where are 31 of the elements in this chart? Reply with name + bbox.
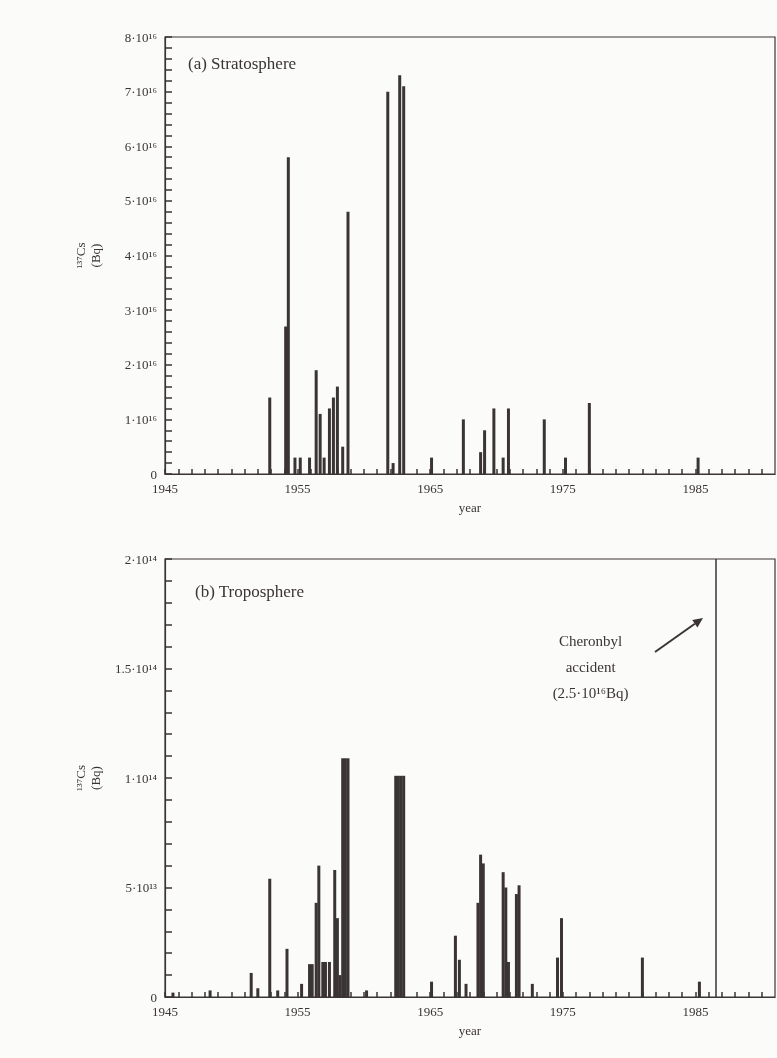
y-tick-label: 7·10¹⁶ — [124, 84, 157, 100]
y-tick-label: 2·10¹⁶ — [124, 357, 157, 373]
y-tick-label: 2·10¹⁴ — [124, 551, 158, 567]
y-tick-label: 4·10¹⁶ — [124, 248, 157, 263]
x-tick-label: 1955 — [284, 1004, 311, 1019]
x-axis-title: year — [458, 500, 482, 515]
y-axis-title: ¹³⁷Cs (Bq) — [73, 242, 103, 269]
x-tick-label: 1975 — [549, 1004, 576, 1019]
y-tick-label: 6·10¹⁶ — [124, 138, 157, 154]
y-tick-label: 0 — [150, 989, 157, 1005]
x-tick-label: 1985 — [682, 481, 709, 496]
y-tick-label: 5·10¹⁶ — [124, 193, 157, 209]
y-tick-label: 1·10¹⁶ — [124, 411, 157, 427]
x-tick-label: 1945 — [152, 481, 178, 496]
x-tick-label: 1945 — [152, 1004, 178, 1019]
x-tick-label: 1955 — [284, 481, 311, 496]
y-axis-title: ¹³⁷Cs (Bq) — [73, 764, 103, 792]
x-axis-title: year — [458, 1023, 482, 1038]
text: (a) Stratosphere — [188, 54, 297, 73]
y-tick-label: 0 — [150, 466, 157, 482]
annotation: Cheronbyl accident (2.5·10¹⁶Bq) — [552, 632, 629, 702]
y-tick-label: 5·10¹³ — [125, 880, 158, 895]
x-tick-label: 1975 — [549, 481, 576, 496]
y-tick-label: 8·10¹⁶ — [124, 29, 157, 45]
text: (b) Troposphere — [195, 582, 305, 601]
y-tick-label: 3·10¹⁶ — [124, 302, 157, 318]
y-tick-label: 1·10¹⁴ — [124, 770, 158, 786]
x-tick-label: 1965 — [417, 1004, 444, 1019]
x-tick-label: 1985 — [682, 1004, 709, 1019]
x-tick-label: 1965 — [417, 481, 444, 496]
y-tick-label: 1.5·10¹⁴ — [114, 661, 158, 676]
